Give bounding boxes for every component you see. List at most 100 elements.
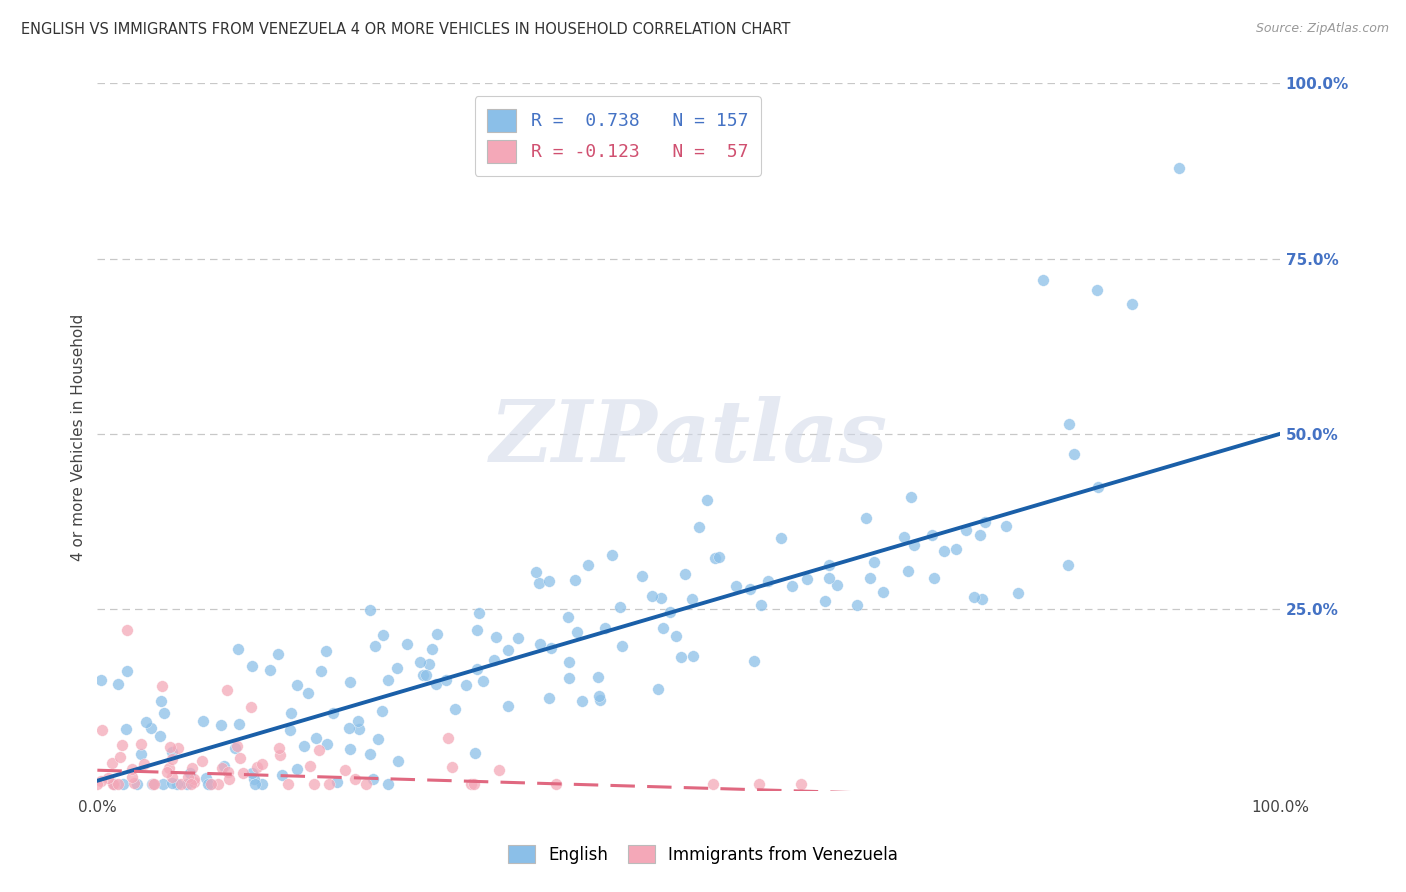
Point bbox=[385, 661, 408, 675]
Point bbox=[900, 490, 922, 504]
Point bbox=[134, 756, 156, 771]
Point bbox=[209, 718, 232, 732]
Point bbox=[108, 750, 131, 764]
Point bbox=[544, 777, 567, 791]
Point bbox=[285, 678, 308, 692]
Point bbox=[318, 777, 340, 791]
Point bbox=[796, 572, 818, 586]
Point bbox=[488, 763, 510, 777]
Point bbox=[707, 549, 730, 564]
Point bbox=[243, 777, 266, 791]
Point bbox=[180, 777, 202, 791]
Point bbox=[963, 590, 986, 604]
Point bbox=[702, 777, 724, 791]
Point bbox=[107, 777, 129, 791]
Point bbox=[673, 566, 696, 581]
Point bbox=[217, 764, 239, 779]
Point bbox=[593, 622, 616, 636]
Point bbox=[122, 775, 145, 789]
Point bbox=[485, 630, 508, 644]
Point bbox=[387, 754, 409, 768]
Point bbox=[818, 558, 841, 573]
Point bbox=[1087, 480, 1109, 494]
Text: ENGLISH VS IMMIGRANTS FROM VENEZUELA 4 OR MORE VEHICLES IN HOUSEHOLD CORRELATION: ENGLISH VS IMMIGRANTS FROM VENEZUELA 4 O… bbox=[21, 22, 790, 37]
Point bbox=[498, 699, 520, 714]
Point bbox=[246, 760, 269, 774]
Point bbox=[356, 777, 378, 791]
Point bbox=[359, 603, 381, 617]
Point bbox=[540, 640, 562, 655]
Point bbox=[558, 655, 581, 669]
Point bbox=[460, 777, 482, 791]
Point bbox=[631, 569, 654, 583]
Point bbox=[738, 582, 761, 597]
Point bbox=[359, 747, 381, 761]
Point bbox=[418, 657, 440, 671]
Point bbox=[468, 607, 491, 621]
Point bbox=[651, 621, 673, 635]
Point bbox=[589, 693, 612, 707]
Point bbox=[425, 677, 447, 691]
Point bbox=[100, 756, 122, 770]
Point bbox=[115, 665, 138, 679]
Point bbox=[152, 777, 174, 791]
Point bbox=[465, 661, 488, 675]
Point bbox=[259, 664, 281, 678]
Point bbox=[232, 766, 254, 780]
Point bbox=[166, 777, 188, 791]
Point bbox=[135, 715, 157, 730]
Point bbox=[167, 741, 190, 756]
Point bbox=[464, 746, 486, 760]
Point bbox=[121, 770, 143, 784]
Point bbox=[377, 673, 399, 687]
Point bbox=[316, 737, 339, 751]
Point bbox=[112, 777, 135, 791]
Point bbox=[176, 770, 198, 784]
Point bbox=[183, 775, 205, 789]
Y-axis label: 4 or more Vehicles in Household: 4 or more Vehicles in Household bbox=[72, 314, 86, 561]
Point bbox=[343, 772, 366, 786]
Point bbox=[682, 648, 704, 663]
Point bbox=[90, 773, 112, 788]
Point bbox=[152, 679, 174, 693]
Point bbox=[107, 677, 129, 691]
Point bbox=[664, 629, 686, 643]
Point bbox=[141, 721, 163, 735]
Point bbox=[367, 732, 389, 747]
Point bbox=[228, 717, 250, 731]
Point bbox=[339, 742, 361, 756]
Point bbox=[179, 766, 201, 780]
Point bbox=[650, 591, 672, 606]
Point bbox=[472, 673, 495, 688]
Point bbox=[86, 777, 108, 791]
Point bbox=[160, 752, 183, 766]
Point bbox=[121, 762, 143, 776]
Point bbox=[647, 682, 669, 697]
Point bbox=[564, 573, 586, 587]
Point bbox=[995, 519, 1018, 533]
Point bbox=[434, 673, 457, 687]
Point bbox=[932, 543, 955, 558]
Point bbox=[465, 624, 488, 638]
Point bbox=[609, 599, 631, 614]
Point bbox=[524, 565, 547, 579]
Point bbox=[371, 704, 394, 718]
Point bbox=[537, 574, 560, 588]
Point bbox=[482, 653, 505, 667]
Point bbox=[1007, 585, 1029, 599]
Point bbox=[921, 528, 943, 542]
Point bbox=[131, 747, 153, 761]
Point bbox=[195, 771, 218, 785]
Point bbox=[436, 731, 458, 745]
Point bbox=[588, 689, 610, 703]
Point bbox=[277, 777, 299, 791]
Point bbox=[508, 631, 530, 645]
Point bbox=[780, 579, 803, 593]
Point bbox=[571, 694, 593, 708]
Point bbox=[825, 578, 848, 592]
Point bbox=[612, 639, 634, 653]
Point bbox=[769, 531, 792, 545]
Point bbox=[412, 668, 434, 682]
Point bbox=[361, 772, 384, 786]
Point bbox=[748, 777, 770, 791]
